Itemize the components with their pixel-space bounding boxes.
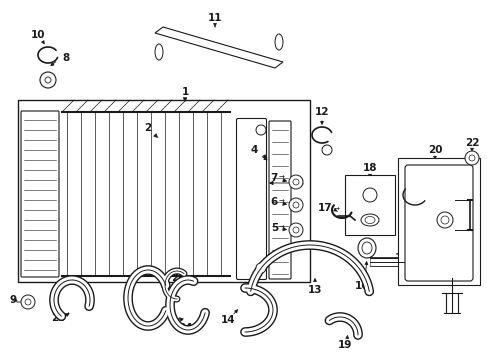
Text: 25: 25 [51,313,65,323]
Text: 12: 12 [314,107,328,117]
Circle shape [21,295,35,309]
Text: 23: 23 [415,213,429,223]
Circle shape [288,198,303,212]
Text: 14: 14 [220,315,235,325]
Circle shape [292,179,298,185]
Text: →: → [333,207,339,213]
Text: 1: 1 [181,87,188,101]
FancyBboxPatch shape [268,121,290,279]
Circle shape [288,223,303,237]
Text: 5: 5 [270,223,286,233]
Ellipse shape [155,44,163,60]
Circle shape [468,155,474,161]
Text: 17: 17 [317,203,331,213]
Circle shape [321,145,331,155]
Text: ←: ← [178,317,183,323]
Text: 19: 19 [337,340,351,350]
Bar [345,175,394,235]
Text: →: → [434,217,440,223]
Circle shape [464,151,478,165]
Circle shape [256,125,265,135]
Text: 26: 26 [170,273,185,283]
Text: 10: 10 [31,30,45,40]
Ellipse shape [361,242,371,254]
Text: →: → [279,199,285,205]
Text: 22: 22 [464,138,478,148]
Text: 8: 8 [62,53,69,63]
Text: 3: 3 [269,178,303,188]
Text: →: → [279,225,285,231]
Text: →: → [442,278,448,284]
Circle shape [440,216,448,224]
Text: 2: 2 [144,123,157,138]
Ellipse shape [357,238,375,258]
Circle shape [436,212,452,228]
Text: 24: 24 [177,323,192,333]
Circle shape [40,72,56,88]
Ellipse shape [360,214,378,226]
Text: 18: 18 [362,163,376,173]
Text: 15: 15 [394,253,408,263]
Text: →: → [12,299,18,305]
Text: 4: 4 [250,145,266,158]
Polygon shape [155,27,283,68]
Ellipse shape [274,34,283,50]
Text: 13: 13 [307,285,322,295]
FancyBboxPatch shape [404,165,472,281]
Circle shape [256,263,265,273]
FancyBboxPatch shape [21,111,59,277]
Text: 21: 21 [423,273,437,283]
Text: →: → [279,175,285,181]
Bar [18,100,309,282]
Text: →: → [64,312,70,318]
Ellipse shape [364,216,374,224]
Circle shape [362,188,376,202]
Circle shape [25,299,31,305]
Circle shape [45,77,51,83]
Circle shape [288,175,303,189]
Circle shape [292,227,298,233]
Text: 6: 6 [270,197,286,207]
Text: 20: 20 [427,145,441,155]
Text: 7: 7 [270,173,286,183]
Circle shape [292,202,298,208]
Text: 9: 9 [10,295,17,305]
Bar [397,158,479,285]
FancyBboxPatch shape [236,118,266,279]
Text: 16: 16 [354,281,368,291]
Text: 11: 11 [207,13,222,23]
